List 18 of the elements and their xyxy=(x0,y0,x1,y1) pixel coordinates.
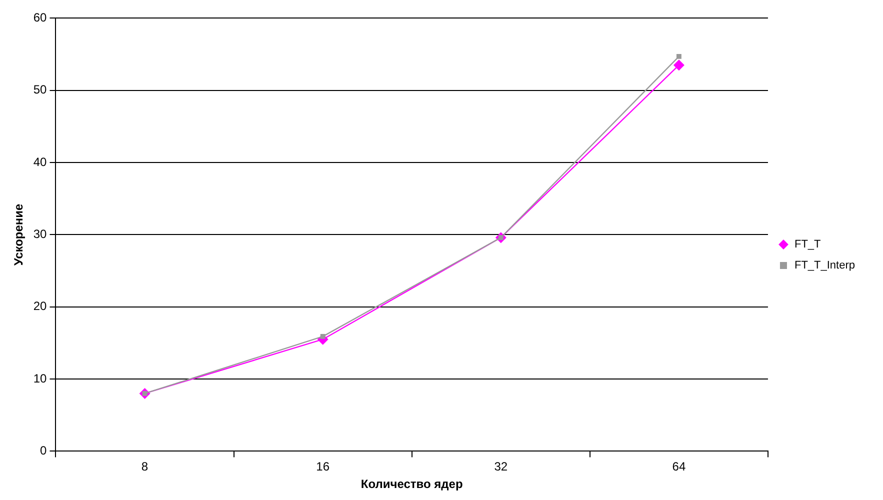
x-tick-label: 16 xyxy=(316,460,330,474)
y-tick-label: 10 xyxy=(33,371,48,386)
x-tick-label: 8 xyxy=(141,460,148,474)
legend-label: FT_T_Interp xyxy=(794,260,856,272)
x-axis-title: Количество ядер xyxy=(360,477,463,492)
y-tick-label: 50 xyxy=(33,82,48,97)
y-tick-label: 60 xyxy=(33,10,48,25)
y-axis-title: Ускорение xyxy=(12,203,26,266)
y-tick-label: 20 xyxy=(33,299,48,314)
y-tick-label: 0 xyxy=(40,444,48,458)
y-tick-label: 30 xyxy=(33,227,48,242)
point xyxy=(320,334,326,339)
point xyxy=(676,54,682,59)
point xyxy=(673,60,684,71)
x-tick-label: 64 xyxy=(672,460,686,474)
x-tick-label: 32 xyxy=(494,460,508,474)
y-tick-label: 40 xyxy=(33,154,48,169)
legend-label: FT_T xyxy=(794,238,822,251)
